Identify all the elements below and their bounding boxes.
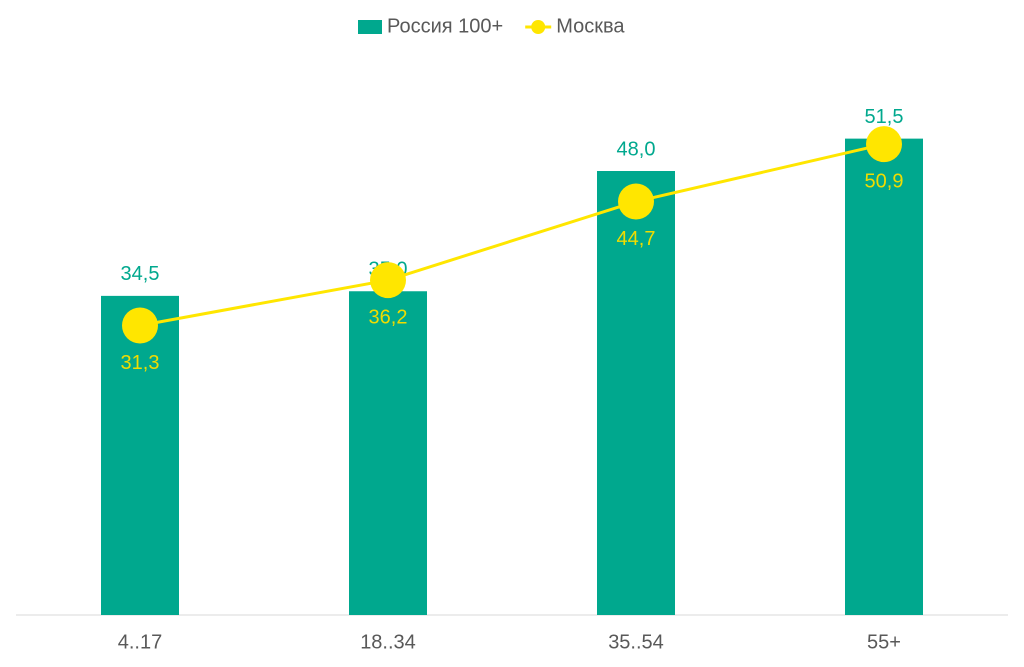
line-marker [618, 183, 654, 220]
line-marker [866, 126, 902, 163]
bar [101, 295, 179, 615]
data-label: 31,3 [121, 352, 160, 374]
legend-marker [531, 20, 546, 34]
x-tick-label: 4..17 [118, 631, 162, 653]
x-tick-label: 18..34 [360, 631, 416, 653]
data-label: 51,5 [865, 106, 904, 128]
legend-label: Москва [556, 15, 625, 37]
data-label: 36,2 [369, 306, 408, 328]
x-tick-label: 35..54 [608, 631, 664, 653]
line [139, 142, 885, 327]
bar [845, 138, 923, 615]
data-label: 44,7 [617, 228, 656, 250]
legend-label: Россия 100+ [387, 15, 503, 37]
line-marker [122, 307, 158, 344]
line-marker [370, 262, 406, 299]
bar [597, 171, 675, 615]
legend-marker [358, 20, 382, 34]
bar [349, 291, 427, 615]
x-tick-label: 55+ [867, 631, 901, 653]
data-label: 50,9 [865, 170, 904, 192]
data-label: 34,5 [121, 263, 160, 285]
data-label: 48,0 [617, 138, 656, 160]
